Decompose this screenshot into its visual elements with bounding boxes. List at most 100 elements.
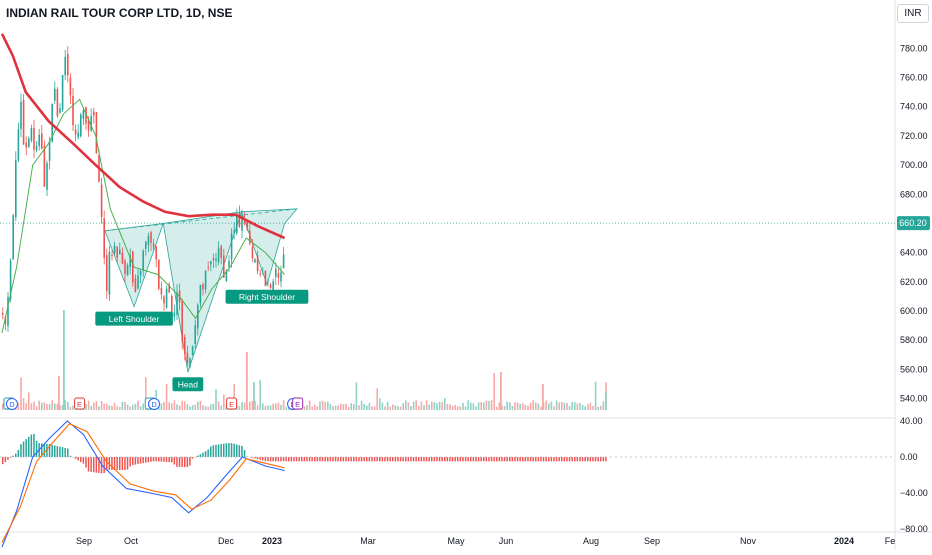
histogram-bar [564,457,566,461]
volume-bar [441,402,443,410]
candle-body [231,233,233,259]
volume-bar [389,407,391,410]
histogram-bar [23,442,25,457]
histogram-bar [7,457,9,460]
volume-bar [345,404,347,410]
volume-bar [2,404,4,410]
volume-bar [63,310,65,410]
time-tick-label: Aug [583,536,599,546]
histogram-bar [392,457,394,461]
volume-bar [595,382,597,410]
histogram-bar [496,457,498,461]
volume-bar [324,402,326,410]
candle-body [70,78,72,96]
candle-body [33,128,35,150]
histogram-bar [363,457,365,461]
volume-bar [574,402,576,410]
histogram-bar [330,457,332,461]
histogram-bar [285,457,287,461]
volume-bar [418,406,420,410]
volume-bar [314,405,316,410]
histogram-bar [340,457,342,461]
volume-bar [478,402,480,410]
histogram-bar [538,457,540,461]
time-tick-label: Mar [360,536,376,546]
histogram-bar [421,457,423,461]
volume-bar [119,407,121,410]
volume-bar [181,401,183,410]
candle-body [132,251,134,282]
event-marker-letter: D [9,400,15,409]
histogram-bar [215,445,217,457]
histogram-bar [226,443,228,457]
volume-bar [556,400,558,410]
volume-bar [376,388,378,410]
candle-body [278,273,280,278]
candle-body [114,246,116,253]
histogram-bar [371,457,373,461]
candle-body [25,143,27,147]
histogram-bar [158,457,160,461]
time-tick-label: 2023 [262,536,282,546]
volume-bar [213,404,215,410]
volume-bar [538,403,540,410]
histogram-bar [540,457,542,461]
histogram-bar [535,457,537,461]
histogram-bar [116,457,118,470]
histogram-bar [382,457,384,461]
volume-bar [496,407,498,410]
histogram-bar [379,457,381,461]
histogram-bar [319,457,321,461]
histogram-bar [77,457,79,460]
histogram-bar [88,457,90,471]
histogram-bar [470,457,472,461]
candle-body [213,258,215,260]
histogram-bar [527,457,529,461]
volume-bar [220,406,222,410]
candle-body [197,305,199,329]
candle-body [18,129,20,160]
histogram-bar [324,457,326,461]
histogram-bar [301,457,303,461]
histogram-bar [501,457,503,461]
currency-badge[interactable]: INR [897,4,929,23]
price-tick-label: 720.00 [900,131,928,141]
volume-bar [58,376,60,410]
volume-bar [605,392,607,410]
volume-bar [384,406,386,410]
volume-bar [67,402,69,410]
histogram-bar [517,457,519,461]
histogram-bar [543,457,545,461]
histogram-bar [236,445,238,457]
price-tick-label: 540.00 [900,394,928,404]
candle-body [57,89,59,116]
volume-bar [486,401,488,410]
volume-bar [428,405,430,410]
histogram-bar [187,457,189,467]
histogram-bar [145,457,147,463]
histogram-bar [548,457,550,461]
histogram-bar [262,457,264,460]
time-tick-label: Dec [218,536,235,546]
histogram-bar [33,434,35,457]
histogram-bar [15,454,17,457]
candle-body [259,273,261,274]
volume-bar [348,407,350,410]
candle-body [275,269,277,277]
candle-body [49,141,51,161]
candle-body [80,115,82,137]
volume-bar [272,404,274,410]
candle-body [145,242,147,249]
pattern-label: Right Shoulder [239,292,295,302]
volume-bar [51,400,53,410]
histogram-bar [488,457,490,461]
volume-bars [2,310,607,410]
candle-body [236,214,238,233]
volume-bar [517,403,519,410]
candle-body [54,89,56,101]
histogram-bar [25,439,27,457]
volume-bar [215,389,217,410]
volume-bar [590,403,592,410]
